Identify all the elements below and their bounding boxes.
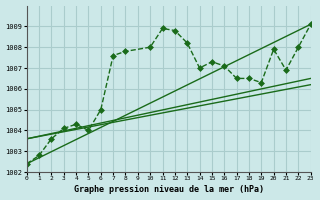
X-axis label: Graphe pression niveau de la mer (hPa): Graphe pression niveau de la mer (hPa) (74, 185, 264, 194)
